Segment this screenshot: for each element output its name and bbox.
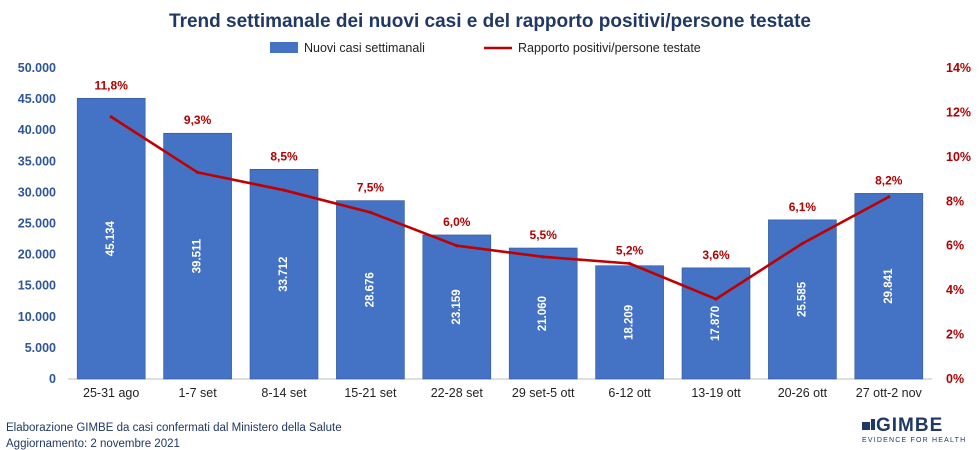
bar-value-label: 45.134: [105, 220, 117, 256]
bar: [854, 193, 924, 380]
legend: Nuovi casi settimanali Rapporto positivi…: [270, 41, 701, 55]
ratio-point: [541, 255, 545, 259]
y-left-tick-label: 25.000: [18, 217, 56, 231]
x-tick-label: 15-21 set: [344, 386, 397, 400]
x-tick-label: 29 set-5 ott: [512, 386, 575, 400]
ratio-point: [196, 170, 200, 175]
ratio-value-label: 5,2%: [616, 243, 644, 257]
y-left-tick-label: 45.000: [18, 92, 56, 106]
bar-value-label: 33.712: [278, 257, 290, 292]
ratio-point: [800, 241, 805, 246]
x-tick-label: 25-31 ago: [83, 386, 139, 400]
ratio-line: 11,8% 9,3% 8,5% 7,5% 6,0% 5,5% 5,2% 3,6% 6,1% 8,2…: [95, 78, 903, 301]
y-left-tick-label: 50.000: [18, 61, 56, 75]
chart-title: Trend settimanale dei nuovi casi e del r…: [169, 11, 811, 32]
logo-tagline: EVIDENCE FOR HEALTH: [862, 437, 966, 444]
ratio-point: [714, 297, 718, 301]
bar-value-label: 23.159: [451, 289, 463, 324]
ratio-point: [887, 195, 891, 199]
y-right-tick-label: 4%: [946, 283, 964, 297]
bar: [595, 265, 664, 380]
legend-swatch-bars: [270, 42, 298, 53]
y-right-tick-label: 14%: [946, 61, 971, 75]
ratio-value-label: 11,8%: [95, 78, 129, 92]
bar-value-label: 39.511: [192, 238, 204, 273]
bar-value-label: 18.209: [624, 305, 636, 340]
ratio-point: [109, 115, 113, 119]
y-left-tick-label: 0: [49, 372, 56, 386]
bar: [249, 169, 319, 380]
bar: [681, 267, 751, 380]
bar-value-label: 17.870: [710, 306, 722, 341]
bar: [336, 200, 405, 380]
x-tick-label: 13-19 ott: [691, 386, 741, 400]
y-left-tick-label: 20.000: [18, 248, 56, 262]
ratio-point: [628, 261, 632, 266]
ratio-point: [455, 244, 459, 248]
ratio-value-label: 9,3%: [184, 113, 212, 127]
y-left-tick-label: 15.000: [18, 279, 56, 293]
bar-value-label: 28.676: [364, 272, 376, 307]
update-note: Aggiornamento: 2 novembre 2021: [6, 438, 180, 450]
ratio-value-label: 8,2%: [875, 173, 903, 187]
source-note: Elaborazione GIMBE da casi confermati da…: [6, 422, 342, 434]
ratio-point: [368, 210, 372, 214]
y-right-tick-label: 0%: [946, 372, 964, 386]
bar: [76, 97, 146, 380]
x-tick-label: 8-14 set: [261, 386, 307, 400]
gimbe-logo: GIMBE EVIDENCE FOR HEALTH: [862, 415, 966, 444]
x-tick-label: 22-28 set: [431, 386, 484, 400]
y-right-tick-label: 6%: [946, 239, 964, 253]
ratio-value-label: 3,6%: [702, 248, 730, 262]
x-tick-label: 6-12 ott: [608, 386, 651, 400]
y-left-tick-label: 30.000: [18, 185, 56, 199]
ratio-value-label: 6,1%: [789, 200, 817, 214]
bar: [163, 132, 232, 380]
bars: 45.134 39.511 33.712 28.676 23.159 21.060 18.2…: [76, 97, 924, 380]
x-tick-label: 27 ott-2 nov: [856, 386, 923, 400]
ratio-value-label: 6,0%: [443, 215, 471, 229]
x-tick-label: 1-7 set: [178, 386, 217, 400]
ratio-value-label: 5,5%: [530, 228, 558, 242]
y-right-tick-label: 12%: [946, 105, 971, 119]
bar: [422, 234, 492, 380]
x-tick-label: 20-26 ott: [778, 386, 828, 400]
y-left-tick-label: 5.000: [25, 341, 56, 355]
ratio-point: [282, 188, 286, 192]
logo-name: GIMBE: [876, 415, 943, 436]
legend-label-bars: Nuovi casi settimanali: [304, 41, 425, 55]
legend-label-line: Rapporto positivi/persone testate: [518, 41, 701, 55]
ratio-value-label: 8,5%: [270, 149, 298, 163]
bar: [768, 219, 837, 380]
bar-value-label: 21.060: [537, 296, 549, 331]
y-right-tick-label: 2%: [946, 328, 964, 342]
bar-value-label: 29.841: [883, 268, 895, 304]
y-right-tick-label: 10%: [946, 150, 971, 164]
axes: 0 5.000 10.000 15.000 20.000 25.000 30.000 35.0…: [18, 61, 971, 400]
ratio-value-label: 7,5%: [357, 181, 385, 195]
logo-mark-icon: [862, 422, 870, 430]
ratio-series-line: [110, 115, 890, 301]
bar: [508, 247, 578, 380]
y-left-tick-label: 35.000: [18, 154, 56, 168]
y-left-tick-label: 40.000: [18, 123, 56, 137]
y-right-tick-label: 8%: [946, 194, 964, 208]
bar-value-label: 25.585: [796, 281, 808, 317]
y-left-tick-label: 10.000: [18, 310, 56, 324]
